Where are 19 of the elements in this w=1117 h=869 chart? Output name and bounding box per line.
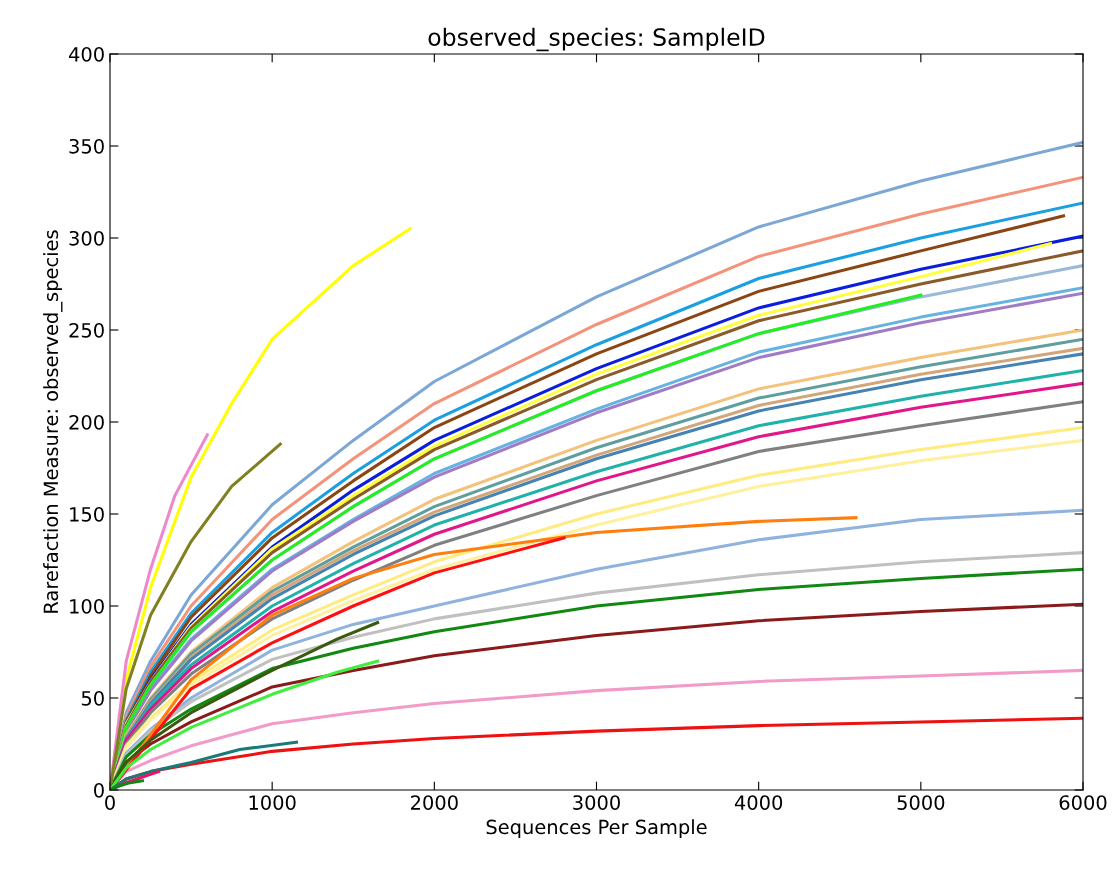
x-tick-label: 6000 bbox=[1059, 795, 1107, 810]
x-tick-label: 2000 bbox=[411, 795, 458, 810]
y-tick-label: 350 bbox=[69, 138, 104, 154]
x-tick-label: 4000 bbox=[734, 795, 783, 810]
x-tick-label: 1000 bbox=[249, 795, 296, 810]
x-tick-label: 3000 bbox=[573, 795, 620, 810]
y-tick-label: 50 bbox=[81, 690, 104, 706]
chart-title: observed_species: SampleID bbox=[428, 27, 765, 52]
y-tick-label: 200 bbox=[69, 414, 104, 430]
x-tick-label: 5000 bbox=[897, 795, 945, 810]
x-tick-label: 0 bbox=[105, 795, 115, 810]
y-tick-label: 0 bbox=[94, 782, 104, 798]
y-tick-label: 150 bbox=[70, 506, 104, 522]
x-axis-title: Sequences Per Sample bbox=[486, 819, 707, 839]
y-tick-label: 100 bbox=[70, 598, 104, 614]
y-tick-label: 300 bbox=[69, 230, 104, 246]
y-tick-label: 250 bbox=[69, 322, 104, 338]
y-axis-title: Rarefaction Measure: observed_species bbox=[43, 230, 63, 613]
y-tick-label: 400 bbox=[68, 46, 104, 62]
